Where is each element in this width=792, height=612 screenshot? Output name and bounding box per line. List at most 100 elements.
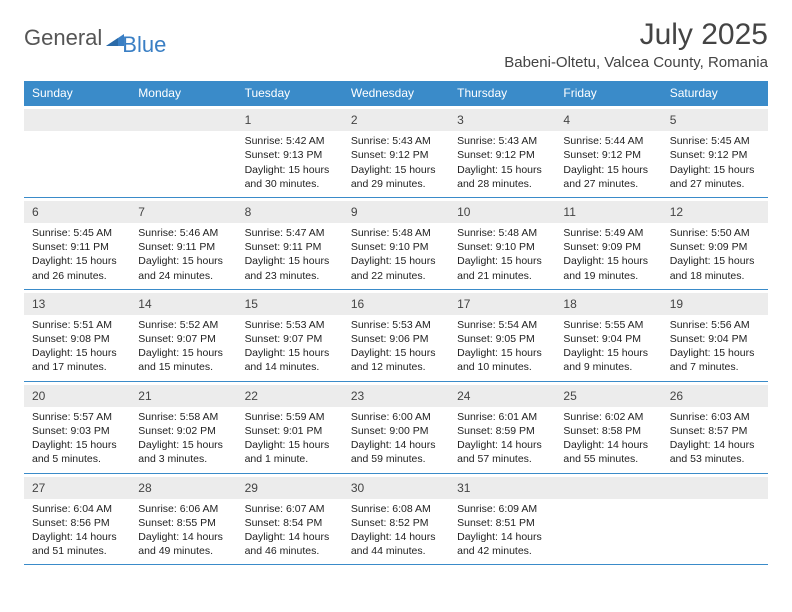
daylight-value: Daylight: 15 hours and 10 minutes. (457, 346, 547, 374)
day-content: 31Sunrise: 6:09 AMSunset: 8:51 PMDayligh… (449, 474, 555, 565)
day-number: 16 (343, 293, 449, 315)
day-number: 28 (130, 477, 236, 499)
day-content: 9Sunrise: 5:48 AMSunset: 9:10 PMDaylight… (343, 198, 449, 289)
sunset-value: Sunset: 9:13 PM (245, 148, 335, 162)
daylight-value: Daylight: 15 hours and 18 minutes. (670, 254, 760, 282)
sunrise-value: Sunrise: 5:42 AM (245, 134, 335, 148)
day-cell: 13Sunrise: 5:51 AMSunset: 9:08 PMDayligh… (24, 289, 130, 381)
day-number (555, 477, 661, 499)
col-wednesday: Wednesday (343, 81, 449, 106)
col-thursday: Thursday (449, 81, 555, 106)
sunset-value: Sunset: 9:10 PM (457, 240, 547, 254)
day-cell: 4Sunrise: 5:44 AMSunset: 9:12 PMDaylight… (555, 106, 661, 198)
daylight-value: Daylight: 14 hours and 46 minutes. (245, 530, 335, 558)
sunrise-value: Sunrise: 5:45 AM (670, 134, 760, 148)
day-content: 1Sunrise: 5:42 AMSunset: 9:13 PMDaylight… (237, 106, 343, 197)
sunrise-value: Sunrise: 5:51 AM (32, 318, 122, 332)
col-monday: Monday (130, 81, 236, 106)
sunset-value: Sunset: 8:55 PM (138, 516, 228, 530)
sunset-value: Sunset: 9:04 PM (670, 332, 760, 346)
sunrise-value: Sunrise: 5:56 AM (670, 318, 760, 332)
col-saturday: Saturday (662, 81, 768, 106)
day-content: 7Sunrise: 5:46 AMSunset: 9:11 PMDaylight… (130, 198, 236, 289)
day-cell: 18Sunrise: 5:55 AMSunset: 9:04 PMDayligh… (555, 289, 661, 381)
day-cell: 29Sunrise: 6:07 AMSunset: 8:54 PMDayligh… (237, 473, 343, 565)
calendar-page: General Blue July 2025 Babeni-Oltetu, Va… (0, 0, 792, 583)
day-cell: 28Sunrise: 6:06 AMSunset: 8:55 PMDayligh… (130, 473, 236, 565)
day-cell: 21Sunrise: 5:58 AMSunset: 9:02 PMDayligh… (130, 381, 236, 473)
day-number: 6 (24, 201, 130, 223)
sunset-value: Sunset: 9:07 PM (138, 332, 228, 346)
daylight-value: Daylight: 15 hours and 29 minutes. (351, 163, 441, 191)
day-number: 11 (555, 201, 661, 223)
daylight-value: Daylight: 15 hours and 26 minutes. (32, 254, 122, 282)
day-number: 22 (237, 385, 343, 407)
sunset-value: Sunset: 8:57 PM (670, 424, 760, 438)
day-content (24, 106, 130, 140)
day-cell: 3Sunrise: 5:43 AMSunset: 9:12 PMDaylight… (449, 106, 555, 198)
sunset-value: Sunset: 9:11 PM (138, 240, 228, 254)
day-cell: 6 Sunrise: 5:45 AMSunset: 9:11 PMDaylight… (24, 197, 130, 289)
sunrise-value: Sunrise: 5:46 AM (138, 226, 228, 240)
calendar-body: 1 Sunrise: 5:42 AMSunset: 9:13 PM Daylight… (24, 106, 768, 565)
daylight-value: Daylight: 14 hours and 42 minutes. (457, 530, 547, 558)
sunrise-value: Sunrise: 5:45 AM (32, 226, 122, 240)
daylight-value: Daylight: 14 hours and 49 minutes. (138, 530, 228, 558)
daylight-value: Daylight: 15 hours and 7 minutes. (670, 346, 760, 374)
daylight-value: Daylight: 15 hours and 17 minutes. (32, 346, 122, 374)
sunrise-value: Sunrise: 5:54 AM (457, 318, 547, 332)
day-content (555, 474, 661, 508)
daylight-value: Daylight: 15 hours and 14 minutes. (245, 346, 335, 374)
daylight-value: Daylight: 15 hours and 28 minutes. (457, 163, 547, 191)
sunset-value: Sunset: 9:11 PM (32, 240, 122, 254)
col-sunday: Sunday (24, 81, 130, 106)
day-number (662, 477, 768, 499)
day-cell: 14Sunrise: 5:52 AMSunset: 9:07 PMDayligh… (130, 289, 236, 381)
day-header-row: Sunday Monday Tuesday Wednesday Thursday… (24, 81, 768, 106)
day-cell: 12Sunrise: 5:50 AMSunset: 9:09 PMDayligh… (662, 197, 768, 289)
sunset-value: Sunset: 9:04 PM (563, 332, 653, 346)
day-cell: 17Sunrise: 5:54 AMSunset: 9:05 PMDayligh… (449, 289, 555, 381)
sunset-value: Sunset: 9:07 PM (245, 332, 335, 346)
day-number: 27 (24, 477, 130, 499)
sunrise-value: Sunrise: 5:49 AM (563, 226, 653, 240)
daylight-value: Daylight: 14 hours and 51 minutes. (32, 530, 122, 558)
sunrise-value: Sunrise: 5:58 AM (138, 410, 228, 424)
day-number: 14 (130, 293, 236, 315)
sunrise-value: Sunrise: 5:44 AM (563, 134, 653, 148)
day-number: 29 (237, 477, 343, 499)
daylight-value: Daylight: 15 hours and 5 minutes. (32, 438, 122, 466)
sunrise-value: Sunrise: 6:07 AM (245, 502, 335, 516)
day-number: 25 (555, 385, 661, 407)
day-number: 5 (662, 109, 768, 131)
sunrise-value: Sunrise: 6:09 AM (457, 502, 547, 516)
day-cell: 8Sunrise: 5:47 AMSunset: 9:11 PMDaylight… (237, 197, 343, 289)
day-cell: 23Sunrise: 6:00 AMSunset: 9:00 PMDayligh… (343, 381, 449, 473)
col-friday: Friday (555, 81, 661, 106)
header: General Blue July 2025 Babeni-Oltetu, Va… (24, 18, 768, 71)
day-content: 28Sunrise: 6:06 AMSunset: 8:55 PMDayligh… (130, 474, 236, 565)
day-content: 25Sunrise: 6:02 AMSunset: 8:58 PMDayligh… (555, 382, 661, 473)
day-number: 1 (237, 109, 343, 131)
sunrise-value: Sunrise: 5:50 AM (670, 226, 760, 240)
week-row: 1 Sunrise: 5:42 AMSunset: 9:13 PM Daylight… (24, 106, 768, 198)
day-number: 17 (449, 293, 555, 315)
sunset-value: Sunset: 8:58 PM (563, 424, 653, 438)
day-content: 27Sunrise: 6:04 AMSunset: 8:56 PMDayligh… (24, 474, 130, 565)
day-cell: 25Sunrise: 6:02 AMSunset: 8:58 PMDayligh… (555, 381, 661, 473)
sunset-value: Sunset: 9:03 PM (32, 424, 122, 438)
day-cell: 22Sunrise: 5:59 AMSunset: 9:01 PMDayligh… (237, 381, 343, 473)
day-number: 7 (130, 201, 236, 223)
day-number: 18 (555, 293, 661, 315)
sunset-value: Sunset: 9:02 PM (138, 424, 228, 438)
day-number: 10 (449, 201, 555, 223)
day-content: 29Sunrise: 6:07 AMSunset: 8:54 PMDayligh… (237, 474, 343, 565)
day-content: 4Sunrise: 5:44 AMSunset: 9:12 PMDaylight… (555, 106, 661, 197)
day-content: 23Sunrise: 6:00 AMSunset: 9:00 PMDayligh… (343, 382, 449, 473)
sunrise-value: Sunrise: 6:08 AM (351, 502, 441, 516)
sunset-value: Sunset: 9:12 PM (563, 148, 653, 162)
day-number (130, 109, 236, 131)
day-number: 24 (449, 385, 555, 407)
sunset-value: Sunset: 9:12 PM (670, 148, 760, 162)
day-number: 2 (343, 109, 449, 131)
